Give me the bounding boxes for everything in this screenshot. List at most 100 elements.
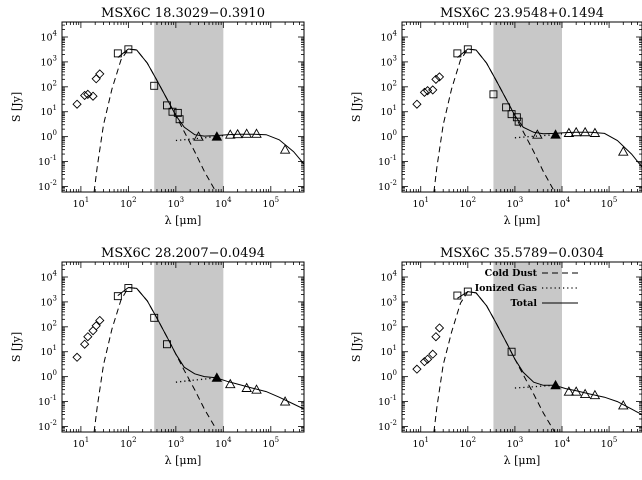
triangle-point [617,400,629,410]
square-point [173,108,182,117]
triangle-point [232,128,243,139]
square-point [463,45,472,54]
x-tick-label: 104 [554,196,571,210]
y-tick-label: 103 [380,294,397,308]
panel-title: MSX6C 28.2007−0.0494 [101,246,265,261]
y-tick-label: 103 [40,54,57,68]
y-axis-label: S [Jy] [10,92,23,122]
panel-title: MSX6C 18.3029−0.3910 [101,6,265,21]
diamond-point [80,90,90,101]
diamond-point [80,339,90,349]
y-tick-label: 102 [40,319,57,333]
square-point [512,113,521,122]
shaded-wavelength-band [493,22,562,192]
square-point [150,313,159,322]
square-point [124,284,133,293]
y-tick-label: 101 [380,104,397,118]
square-point [163,340,171,349]
shaded-wavelength-band [154,262,224,432]
triangle-point [589,127,601,137]
x-tick-label: 101 [412,436,429,450]
y-tick-label: 103 [40,294,57,308]
x-axis-label: λ [μm] [165,454,202,467]
plot-frame [61,261,305,433]
square-point [502,103,511,112]
diamond-point [412,99,422,109]
ticks [61,261,305,433]
triangle-point [570,386,582,396]
x-tick-label: 104 [554,436,571,450]
x-tick-label: 104 [215,436,232,450]
triangle-point [225,378,236,389]
y-tick-label: 10-1 [378,154,397,168]
y-tick-label: 10-2 [38,419,57,433]
diamond-point [419,87,430,97]
square-point [463,287,472,296]
diamond-point [422,354,433,364]
diamond-point [419,357,430,367]
diamond-point [412,364,422,374]
x-tick-label: 105 [263,196,280,210]
sed-panel-3: MSX6C 28.2007−0.0494 101 102 103 104 105 10-2 1… [10,246,305,467]
y-tick-label: 104 [380,29,397,43]
y-tick-label: 102 [40,79,57,93]
triangle-point [251,128,262,138]
legend: Cold Dust Ionized Gas Total [475,268,578,309]
x-tick-label: 101 [73,436,90,450]
plot-frame [401,261,642,433]
x-axis-label: λ [μm] [504,454,541,467]
square-point [168,107,177,116]
panel-title: MSX6C 35.5789−0.0304 [440,246,604,261]
square-point [507,347,516,356]
y-tick-label: 10-2 [378,179,397,193]
legend-label: Total [511,298,538,309]
square-point [124,45,133,54]
x-tick-label: 105 [263,436,280,450]
x-axis-label: λ [μm] [165,214,202,227]
panel-title: MSX6C 23.9548+0.1494 [440,6,604,21]
x-tick-label: 103 [507,436,524,450]
y-tick-label: 104 [40,269,57,283]
y-tick-label: 103 [380,54,397,68]
x-tick-label: 105 [601,196,618,210]
square-point [489,90,498,99]
triangle-point [563,127,575,137]
y-tick-label: 104 [40,29,57,43]
y-axis-label: S [Jy] [350,92,363,122]
legend-label: Cold Dust [485,268,538,279]
square-point [150,81,159,90]
square-point [453,291,462,300]
y-axis-label: S [Jy] [350,332,363,362]
x-axis-label: λ [μm] [504,214,541,227]
filled-triangle-point [550,129,561,139]
x-tick-label: 102 [120,196,137,210]
sed-panel-2: MSX6C 23.9548+0.1494 101 102 103 104 105 10-2 1… [350,6,642,227]
diamond-point [91,321,101,331]
diamond-point [434,72,445,82]
diamond-point [83,89,93,99]
diamond-point [422,86,433,96]
triangle-point [570,126,582,137]
filled-triangle-point [550,379,561,390]
diamond-point [88,326,98,336]
triangle-point [279,396,291,406]
x-tick-label: 103 [168,196,185,210]
triangle-point [579,388,591,399]
diamond-point [72,99,82,109]
x-tick-label: 101 [73,196,90,210]
y-tick-label: 101 [40,344,57,358]
x-tick-label: 102 [460,436,477,450]
diamond-point [428,85,438,95]
plot-frame [401,21,642,193]
x-tick-label: 102 [120,436,137,450]
ticks [401,261,642,433]
y-axis-label: S [Jy] [10,332,23,362]
triangle-point [241,382,252,392]
square-point [113,292,122,301]
ticks [401,21,642,193]
diamond-point [431,74,441,84]
curve-ionized-gas [175,377,217,383]
x-tick-label: 102 [460,196,477,210]
y-tick-label: 10-2 [38,179,57,193]
